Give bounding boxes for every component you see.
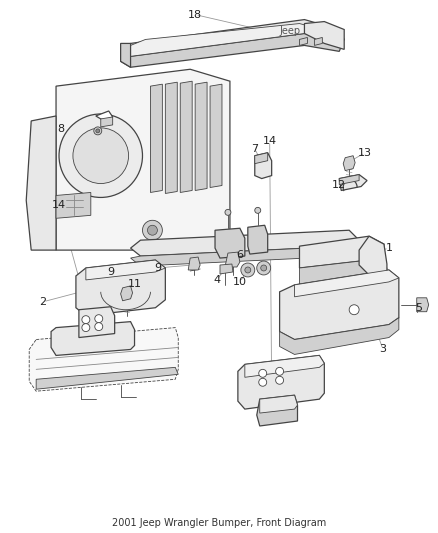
- Text: 7: 7: [251, 144, 258, 154]
- Polygon shape: [339, 175, 367, 190]
- Polygon shape: [150, 84, 162, 192]
- Polygon shape: [215, 228, 245, 258]
- Circle shape: [96, 129, 100, 133]
- Polygon shape: [339, 175, 359, 184]
- Circle shape: [142, 220, 162, 240]
- Text: Jeep: Jeep: [279, 27, 300, 36]
- Polygon shape: [225, 252, 240, 267]
- Text: 14: 14: [52, 200, 66, 211]
- Polygon shape: [51, 321, 134, 356]
- Circle shape: [95, 314, 103, 322]
- Polygon shape: [120, 286, 133, 301]
- Polygon shape: [279, 318, 399, 354]
- Polygon shape: [165, 82, 177, 193]
- Polygon shape: [314, 37, 322, 45]
- Polygon shape: [120, 34, 344, 67]
- Circle shape: [349, 305, 359, 314]
- Circle shape: [225, 209, 231, 215]
- Circle shape: [276, 367, 283, 375]
- Circle shape: [255, 207, 261, 213]
- Circle shape: [259, 378, 267, 386]
- Polygon shape: [79, 307, 115, 337]
- Polygon shape: [29, 328, 178, 391]
- Circle shape: [94, 127, 102, 135]
- Polygon shape: [36, 367, 178, 389]
- Text: 6: 6: [237, 250, 244, 260]
- Text: 13: 13: [358, 148, 372, 158]
- Polygon shape: [101, 117, 113, 127]
- Polygon shape: [26, 116, 56, 250]
- Text: 5: 5: [415, 303, 422, 313]
- Text: 11: 11: [127, 279, 141, 289]
- Circle shape: [259, 369, 267, 377]
- Polygon shape: [56, 192, 91, 219]
- Text: 18: 18: [188, 10, 202, 20]
- Polygon shape: [180, 81, 192, 192]
- Polygon shape: [300, 236, 384, 268]
- Text: 12: 12: [332, 180, 346, 190]
- Polygon shape: [304, 21, 344, 50]
- Text: 2001 Jeep Wrangler Bumper, Front Diagram: 2001 Jeep Wrangler Bumper, Front Diagram: [112, 519, 326, 528]
- Polygon shape: [248, 225, 268, 254]
- Circle shape: [245, 267, 251, 273]
- Polygon shape: [300, 37, 307, 45]
- Circle shape: [148, 225, 157, 235]
- Polygon shape: [96, 111, 113, 121]
- Polygon shape: [300, 260, 387, 285]
- Text: 8: 8: [57, 124, 64, 134]
- Circle shape: [82, 324, 90, 332]
- Polygon shape: [255, 153, 272, 179]
- Polygon shape: [86, 260, 165, 280]
- Text: 9: 9: [154, 263, 161, 273]
- Polygon shape: [120, 23, 329, 56]
- Polygon shape: [120, 43, 131, 67]
- Polygon shape: [131, 246, 359, 266]
- Polygon shape: [238, 356, 324, 409]
- Circle shape: [261, 265, 267, 271]
- Circle shape: [276, 376, 283, 384]
- Text: 1: 1: [385, 243, 392, 253]
- Polygon shape: [294, 270, 399, 297]
- Text: 9: 9: [107, 267, 114, 277]
- Polygon shape: [359, 236, 387, 280]
- Text: 3: 3: [379, 344, 386, 354]
- Polygon shape: [188, 257, 200, 270]
- Circle shape: [257, 261, 271, 275]
- Circle shape: [241, 263, 255, 277]
- Text: 2: 2: [39, 297, 47, 307]
- Polygon shape: [131, 230, 359, 256]
- Polygon shape: [210, 84, 222, 188]
- Polygon shape: [76, 260, 165, 316]
- Polygon shape: [120, 20, 344, 56]
- Polygon shape: [255, 153, 268, 164]
- Text: 4: 4: [213, 275, 221, 285]
- Text: 10: 10: [233, 277, 247, 287]
- Circle shape: [95, 322, 103, 330]
- Text: 14: 14: [263, 136, 277, 146]
- Polygon shape: [257, 395, 297, 426]
- Circle shape: [73, 128, 129, 183]
- Polygon shape: [245, 356, 324, 377]
- Polygon shape: [56, 69, 230, 250]
- Polygon shape: [220, 264, 233, 274]
- Circle shape: [82, 316, 90, 324]
- Polygon shape: [195, 82, 207, 190]
- Polygon shape: [279, 270, 399, 340]
- Polygon shape: [260, 395, 297, 413]
- Polygon shape: [343, 156, 355, 171]
- Circle shape: [59, 114, 142, 197]
- Polygon shape: [417, 298, 429, 312]
